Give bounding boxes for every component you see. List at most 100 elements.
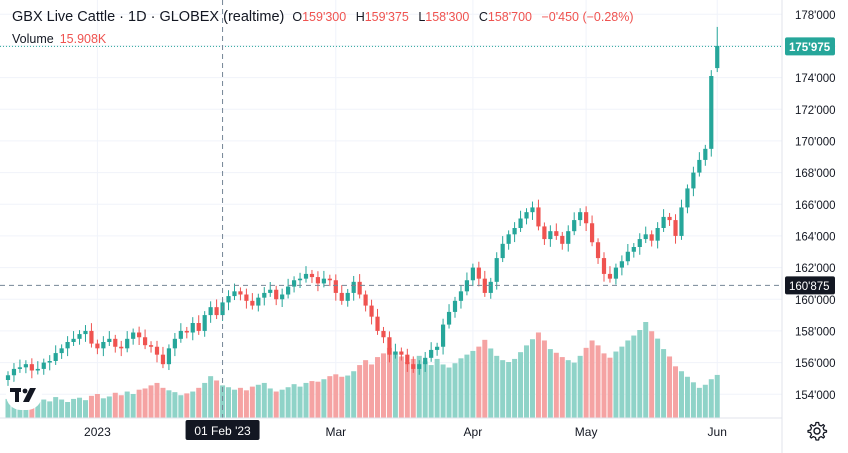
price-tick-label: 156'000: [795, 358, 836, 370]
candle-body: [691, 172, 696, 189]
candle-body: [41, 362, 46, 369]
volume-bar: [518, 352, 524, 418]
volume-bar: [148, 385, 154, 418]
volume-bar: [65, 402, 71, 418]
candle-body: [637, 239, 642, 247]
volume-bar: [500, 360, 506, 418]
candle-body: [89, 330, 94, 344]
volume-bar: [476, 346, 482, 418]
crosshair-price-badge: [785, 276, 835, 295]
candle-body: [351, 281, 356, 293]
volume-bar: [327, 376, 333, 418]
candle-body: [363, 294, 368, 306]
volume-bar: [237, 387, 243, 418]
candle-body: [673, 220, 678, 236]
volume-legend: Volume 15.908K: [12, 32, 106, 46]
candle-body: [333, 280, 338, 293]
candle-body: [649, 234, 654, 241]
volume-bar: [190, 391, 196, 418]
candle-body: [697, 159, 702, 173]
volume-bar: [94, 394, 100, 418]
candle-body: [500, 243, 505, 259]
crosshair-date-value: 01 Feb '23: [194, 424, 251, 438]
candle-body: [494, 258, 499, 282]
candle-body: [452, 300, 458, 312]
volume-bar: [673, 366, 679, 418]
volume-bar: [559, 357, 565, 418]
candle-body: [560, 235, 565, 244]
volume-bar: [583, 347, 589, 418]
volume-bar: [524, 345, 530, 418]
volume-bar: [631, 335, 637, 418]
symbol-title[interactable]: GBX Live Cattle · 1D · GLOBEX (realtime): [12, 9, 285, 25]
candle-body: [184, 330, 189, 333]
time-tick-label: May: [575, 425, 598, 439]
time-axis[interactable]: 2023 Mar Apr May Jun 01 Feb '23: [0, 417, 782, 440]
volume-bar: [118, 395, 124, 418]
volume-bar: [553, 352, 559, 418]
candle-body: [357, 281, 362, 295]
crosshair-date-badge: [185, 420, 260, 440]
candle-body: [256, 297, 261, 306]
volume-bar: [303, 382, 309, 418]
volume-bar: [130, 394, 136, 418]
candle-body: [566, 231, 571, 244]
crosshair-price-value: 160'875: [789, 281, 830, 293]
candle-body: [613, 267, 619, 279]
candle-body: [709, 76, 714, 149]
candle-body: [530, 207, 535, 213]
volume-bar: [339, 376, 345, 418]
price-change: −0'450 (−0.28%): [541, 10, 634, 24]
time-tick-label: Apr: [464, 425, 483, 439]
candle-body: [131, 332, 136, 339]
volume-bar: [124, 391, 130, 418]
volume-bar: [434, 358, 440, 418]
candle-body: [524, 212, 529, 219]
volume-bar: [208, 376, 214, 418]
volume-bar: [309, 381, 315, 418]
volume-bar: [261, 382, 267, 418]
candle-body: [125, 338, 130, 349]
volume-bar: [571, 362, 577, 418]
candle-body: [381, 330, 386, 338]
candle-body: [601, 258, 607, 274]
candle-body: [172, 338, 177, 349]
volume-bar: [541, 340, 547, 418]
volume-bar: [243, 390, 249, 418]
volume-bar: [357, 365, 363, 418]
crosshair-guides: [0, 0, 782, 418]
volume-bar: [285, 387, 291, 418]
candle-body: [23, 364, 28, 368]
candle-body: [297, 278, 303, 281]
candle-body: [542, 226, 547, 240]
volume-bar: [637, 330, 643, 418]
open-value: 159'300: [302, 10, 347, 24]
candle-body: [71, 338, 76, 342]
candle-body: [77, 334, 82, 339]
candle-body: [286, 286, 291, 295]
price-tick-label: 154'000: [795, 390, 836, 402]
volume-bar: [702, 384, 708, 418]
price-tick-label: 172'000: [795, 105, 836, 117]
candle-body: [17, 367, 23, 369]
volume-bar: [214, 380, 220, 418]
candle-body: [387, 337, 392, 355]
volume-bar: [649, 331, 655, 418]
price-axis[interactable]: 154'000 156'000 158'000 160'000 162'000 164'0…: [781, 0, 836, 453]
volume-bar: [470, 350, 476, 418]
candle-body: [154, 346, 160, 355]
volume-bar: [619, 346, 625, 418]
candle-body: [208, 307, 213, 316]
volume-bar: [351, 371, 357, 418]
candle-body: [268, 289, 273, 293]
volume-bar: [231, 389, 237, 418]
candle-body: [47, 361, 52, 363]
tradingview-logo-icon[interactable]: [6, 380, 42, 410]
volume-bar: [404, 362, 410, 418]
high-label: H: [355, 10, 365, 24]
volume-bar: [273, 391, 279, 418]
time-tick-label: Jun: [708, 425, 727, 439]
candle-body: [643, 234, 648, 240]
gear-icon[interactable]: [806, 420, 828, 442]
